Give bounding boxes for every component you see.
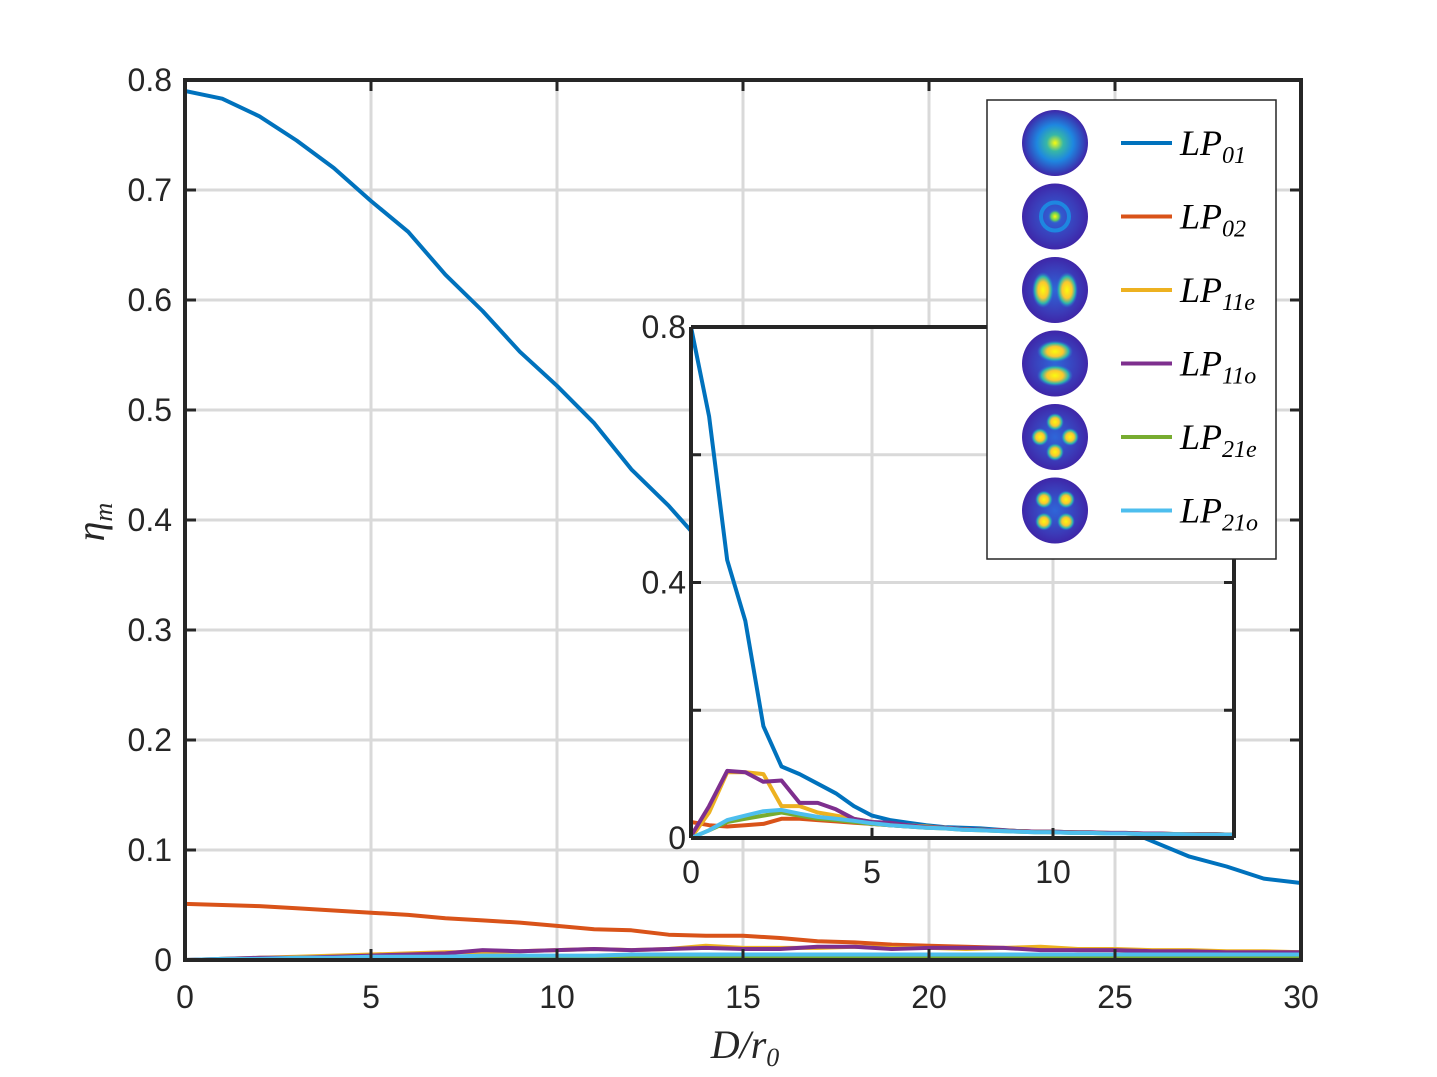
legend-item-lp21o: LP21o [1022, 477, 1258, 544]
lp21e-mode-icon [1022, 404, 1088, 470]
y-axis-label-group: ηm [68, 503, 118, 542]
main-y-tick-label: 0.8 [128, 62, 172, 98]
legend-item-lp11o: LP11o [1022, 330, 1256, 397]
main-y-tick-label: 0.1 [128, 832, 172, 868]
y-axis-label-sub: m [89, 503, 118, 522]
mode-lobe [1035, 512, 1053, 531]
lp01-mode-icon [1022, 110, 1088, 176]
mode-lobe [1046, 413, 1064, 431]
inset-x-tick-label: 10 [1035, 854, 1071, 890]
mode-lobe [1061, 428, 1079, 446]
inset-series-group [691, 327, 1234, 838]
mode-lobe [1035, 490, 1053, 509]
main-y-tick-label: 0.2 [128, 722, 172, 758]
inset-y-tick-label: 0.8 [642, 309, 686, 345]
main-y-tick-label: 0.3 [128, 612, 172, 648]
mode-lobe [1037, 340, 1073, 363]
legend-label-sub: 11o [1222, 364, 1256, 390]
main-y-tick-label: 0.4 [128, 502, 172, 538]
mode-lobe [1032, 272, 1054, 308]
lp11e-mode-icon [1022, 257, 1088, 323]
legend-label-sub: 21e [1222, 437, 1257, 463]
main-x-tick-label: 20 [911, 979, 947, 1015]
y-axis-label: ηm [68, 503, 118, 542]
mode-center [1048, 209, 1062, 224]
mode-lobe [1057, 490, 1075, 509]
mode-lobe [1031, 428, 1049, 446]
inset-series-line [691, 807, 1234, 838]
inset-y-tick-label: 0 [668, 820, 686, 856]
main-y-tick-label: 0.5 [128, 392, 172, 428]
lp11o-mode-icon [1022, 330, 1088, 397]
legend-label-sub: 11e [1222, 290, 1255, 316]
mode-lobe [1046, 443, 1064, 461]
mode-disk [1022, 404, 1088, 470]
legend-box [986, 99, 1277, 560]
legend-item-lp02: LP02 [1022, 183, 1246, 250]
x-axis-label-sub: 0 [766, 1043, 779, 1072]
legend-label: LP11e [1179, 270, 1255, 316]
main-x-tick-label: 15 [725, 979, 761, 1015]
lp02-mode-icon [1022, 183, 1088, 250]
main-y-tick-label: 0.7 [128, 172, 172, 208]
main-x-tick-label: 25 [1097, 979, 1133, 1015]
legend-label-sub: 02 [1222, 217, 1246, 243]
main-y-tick-label: 0.6 [128, 282, 172, 318]
legend-item-lp11e: LP11e [1022, 257, 1255, 323]
mode-lobe [1037, 364, 1073, 387]
mode-disk [1022, 257, 1088, 323]
mode-lobe [1057, 512, 1075, 531]
mode-disk [1022, 330, 1088, 397]
main-x-tick-label: 30 [1283, 979, 1319, 1015]
main-y-tick-label: 0 [154, 942, 172, 978]
mode-lobe [1056, 272, 1078, 308]
lp21o-mode-icon [1022, 477, 1088, 544]
inset-x-tick-label: 5 [863, 854, 881, 890]
inset-x-tick-label: 0 [682, 854, 700, 890]
legend-label-sub: 21o [1222, 511, 1258, 537]
main-x-tick-label: 10 [539, 979, 575, 1015]
legend-label-sub: 01 [1222, 143, 1246, 169]
main-x-tick-label: 0 [176, 979, 194, 1015]
mode-disk [1022, 110, 1088, 176]
mode-disk [1022, 477, 1088, 544]
x-axis-label: D/r0 [710, 1022, 780, 1072]
inset-y-tick-label: 0.4 [642, 565, 686, 601]
mode-ring [1039, 200, 1071, 233]
main-x-tick-label: 5 [362, 979, 380, 1015]
